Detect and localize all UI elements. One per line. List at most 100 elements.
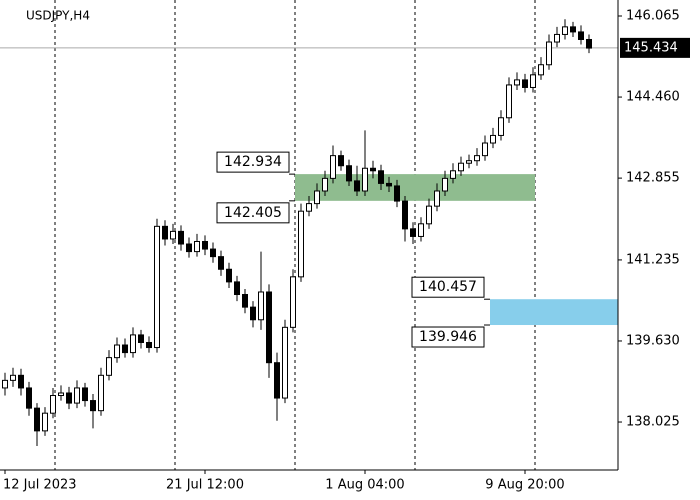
candle-body (274, 362, 280, 399)
candle-body (386, 182, 392, 187)
y-tick-label: 146.065 (626, 9, 680, 24)
candle-body (34, 407, 40, 432)
candle-body (26, 387, 32, 409)
candle-body (434, 190, 440, 207)
candle-body (482, 142, 488, 157)
candle-body (458, 162, 464, 172)
candle-body (10, 374, 16, 381)
candle-body (242, 294, 248, 308)
candle-body (202, 240, 208, 250)
zone-label-box (411, 276, 485, 298)
zone-label: 142.405 (224, 205, 282, 221)
candle-body (442, 177, 448, 192)
candle-body (226, 268, 232, 283)
candle-body (122, 344, 128, 354)
last-price-label: 145.434 (624, 40, 678, 55)
y-tick-label: 138.025 (626, 415, 680, 430)
candle-body (578, 31, 584, 40)
zone-label: 142.934 (224, 154, 282, 170)
candle-body (18, 374, 24, 389)
candle-body (82, 387, 88, 402)
candle-body (282, 326, 288, 399)
candle-body (554, 33, 560, 43)
candle-body (306, 203, 312, 212)
x-tick-label: 12 Jul 2023 (3, 478, 77, 493)
candle-body (170, 230, 176, 240)
candle-body (146, 341, 152, 349)
zone-label: 140.457 (419, 279, 477, 295)
candle-body (114, 344, 120, 359)
candle-body (522, 79, 528, 88)
candle-body (474, 155, 480, 162)
candle-body (250, 306, 256, 321)
candle-body (298, 210, 304, 278)
chart-title: USDJPY,H4 (26, 9, 90, 23)
candle-body (330, 155, 336, 179)
candle-body (130, 334, 136, 354)
last-price-tag (620, 37, 690, 58)
candle-body (314, 190, 320, 205)
candle-body (506, 84, 512, 119)
plot-layer: 142.934 142.405 140.457 139.946 (0, 19, 618, 447)
candle-body (498, 117, 504, 136)
candle-body (50, 395, 56, 414)
candle-body (106, 357, 112, 376)
candle-body (378, 170, 384, 184)
candle-body (530, 74, 536, 88)
candle-body (514, 79, 520, 86)
zone-label-box (216, 151, 290, 173)
candle-body (234, 281, 240, 296)
candle-body (410, 228, 416, 237)
candle-body (66, 392, 72, 404)
candle-body (450, 170, 456, 179)
candle-body (394, 185, 400, 202)
candle-body (466, 160, 472, 164)
x-tick-label: 9 Aug 20:00 (485, 478, 564, 493)
candle-body (418, 223, 424, 237)
candle-body (402, 200, 408, 230)
candle-body (570, 26, 576, 33)
candle-body (178, 230, 184, 245)
candle-body (98, 374, 104, 412)
candle-body (218, 256, 224, 270)
candle-body (194, 240, 200, 253)
candle-body (186, 243, 192, 253)
candle-body (162, 225, 168, 240)
candle-body (562, 26, 568, 35)
candle-body (370, 167, 376, 172)
candle-body (2, 379, 8, 389)
zone-label-box (411, 326, 485, 348)
candle-body (338, 155, 344, 167)
candle-body (74, 387, 80, 404)
candle-body (346, 165, 352, 182)
candle-body (42, 412, 48, 432)
candle-body (586, 38, 592, 49)
candle-body (538, 64, 544, 76)
candle-body (58, 392, 64, 397)
candle-body (490, 134, 496, 144)
candle-body (154, 225, 160, 349)
y-tick-label: 144.460 (626, 90, 680, 105)
candle-body (290, 276, 296, 328)
candle-body (354, 180, 360, 192)
y-tick-label: 142.855 (626, 171, 680, 186)
candle-body (258, 291, 264, 321)
candle-body (362, 167, 368, 192)
x-tick-label: 21 Jul 12:00 (166, 478, 244, 493)
y-tick-label: 141.235 (626, 252, 680, 267)
zone (490, 299, 618, 326)
candle-body (426, 205, 432, 225)
candle-body (546, 41, 552, 66)
candle-body (266, 291, 272, 364)
x-tick-label: 1 Aug 04:00 (325, 478, 404, 493)
candle-body (90, 400, 96, 412)
y-tick-label: 139.630 (626, 333, 680, 348)
zone-label-box (216, 202, 290, 224)
candle-body (322, 177, 328, 192)
zone-label: 139.946 (419, 329, 477, 345)
candle-body (210, 248, 216, 258)
candle-body (138, 334, 144, 343)
